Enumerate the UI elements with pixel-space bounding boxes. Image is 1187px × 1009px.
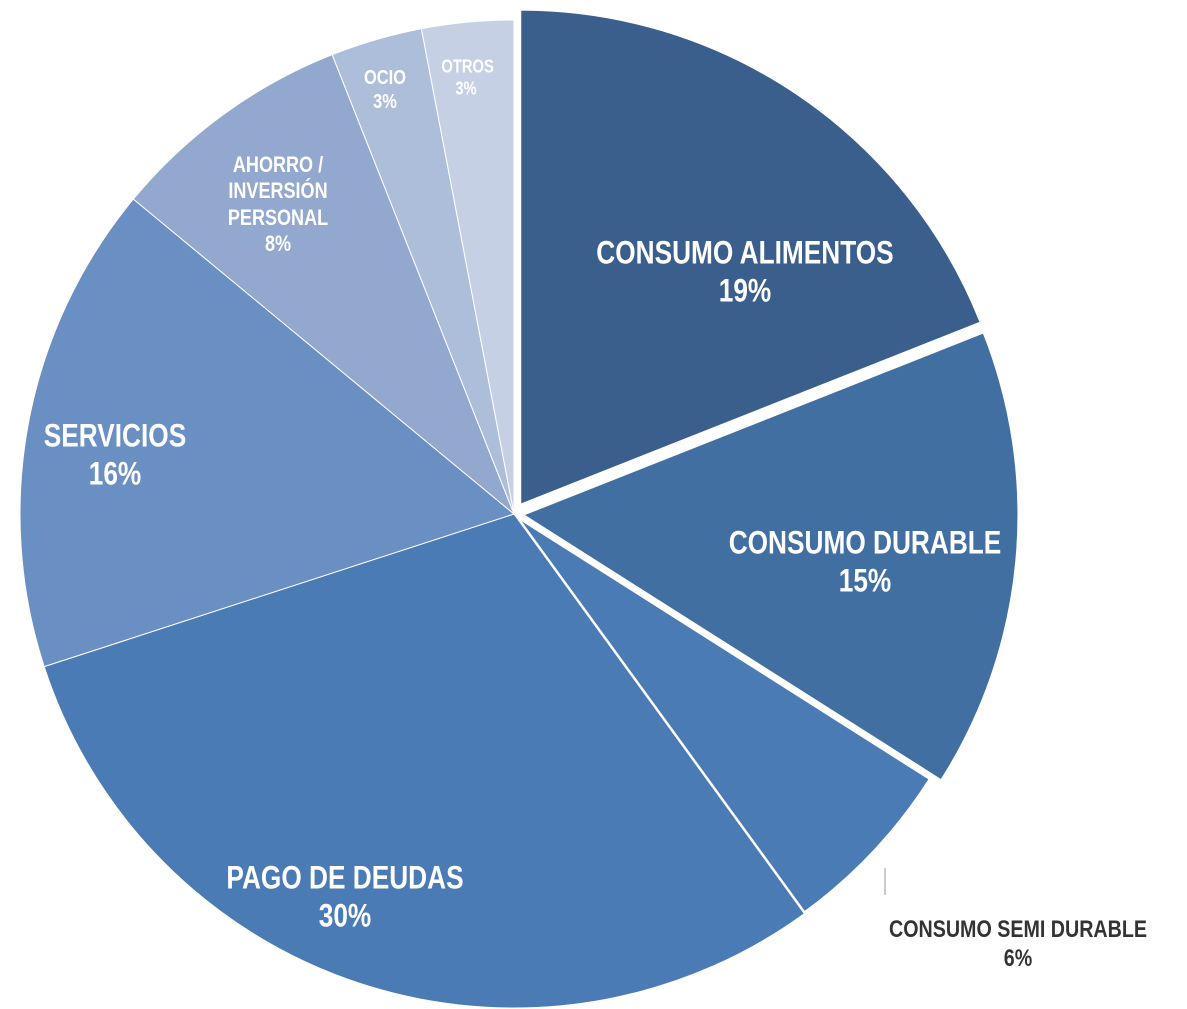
- category-label: OTROS: [441, 56, 494, 77]
- pie-slice: [512, 512, 934, 917]
- category-label: OCIO: [364, 67, 406, 89]
- category-label: CONSUMO ALIMENTOS: [596, 234, 894, 271]
- pie-slice: [132, 54, 515, 515]
- category-label: SERVICIOS: [43, 417, 187, 454]
- value-label: 30%: [318, 898, 372, 934]
- slice-label: CONSUMO DURABLE 15%: [701, 524, 1029, 601]
- slice-label: CONSUMO ALIMENTOS 19%: [573, 234, 917, 311]
- value-label: 15%: [838, 563, 892, 599]
- slice-label: OTROS 3%: [441, 56, 494, 99]
- value-label: 16%: [88, 456, 142, 492]
- value-label: 19%: [718, 273, 772, 309]
- value-label: 8%: [264, 231, 292, 257]
- category-label: CONSUMO DURABLE: [728, 524, 1002, 561]
- category-label: PAGO DE DEUDAS: [226, 859, 464, 896]
- pie-slice: [522, 332, 1019, 781]
- slice-label: AHORRO / INVERSIÓN PERSONAL 8%: [225, 152, 332, 258]
- value-label: 6%: [1003, 945, 1033, 972]
- pie-slice: [43, 513, 806, 1009]
- slice-label: SERVICIOS 16%: [13, 417, 218, 494]
- category-label: AHORRO / INVERSIÓN PERSONAL: [227, 152, 329, 230]
- slice-label: CONSUMO SEMI DURABLE 6%: [862, 916, 1174, 974]
- slice-label: PAGO DE DEUDAS 30%: [189, 859, 501, 936]
- value-label: 3%: [373, 91, 397, 113]
- pie-slice: [420, 19, 515, 515]
- value-label: 3%: [455, 78, 477, 98]
- category-label: CONSUMO SEMI DURABLE: [888, 916, 1148, 944]
- pie-slice: [520, 9, 981, 505]
- pie-slice: [19, 198, 516, 668]
- slice-label: OCIO 3%: [360, 66, 409, 114]
